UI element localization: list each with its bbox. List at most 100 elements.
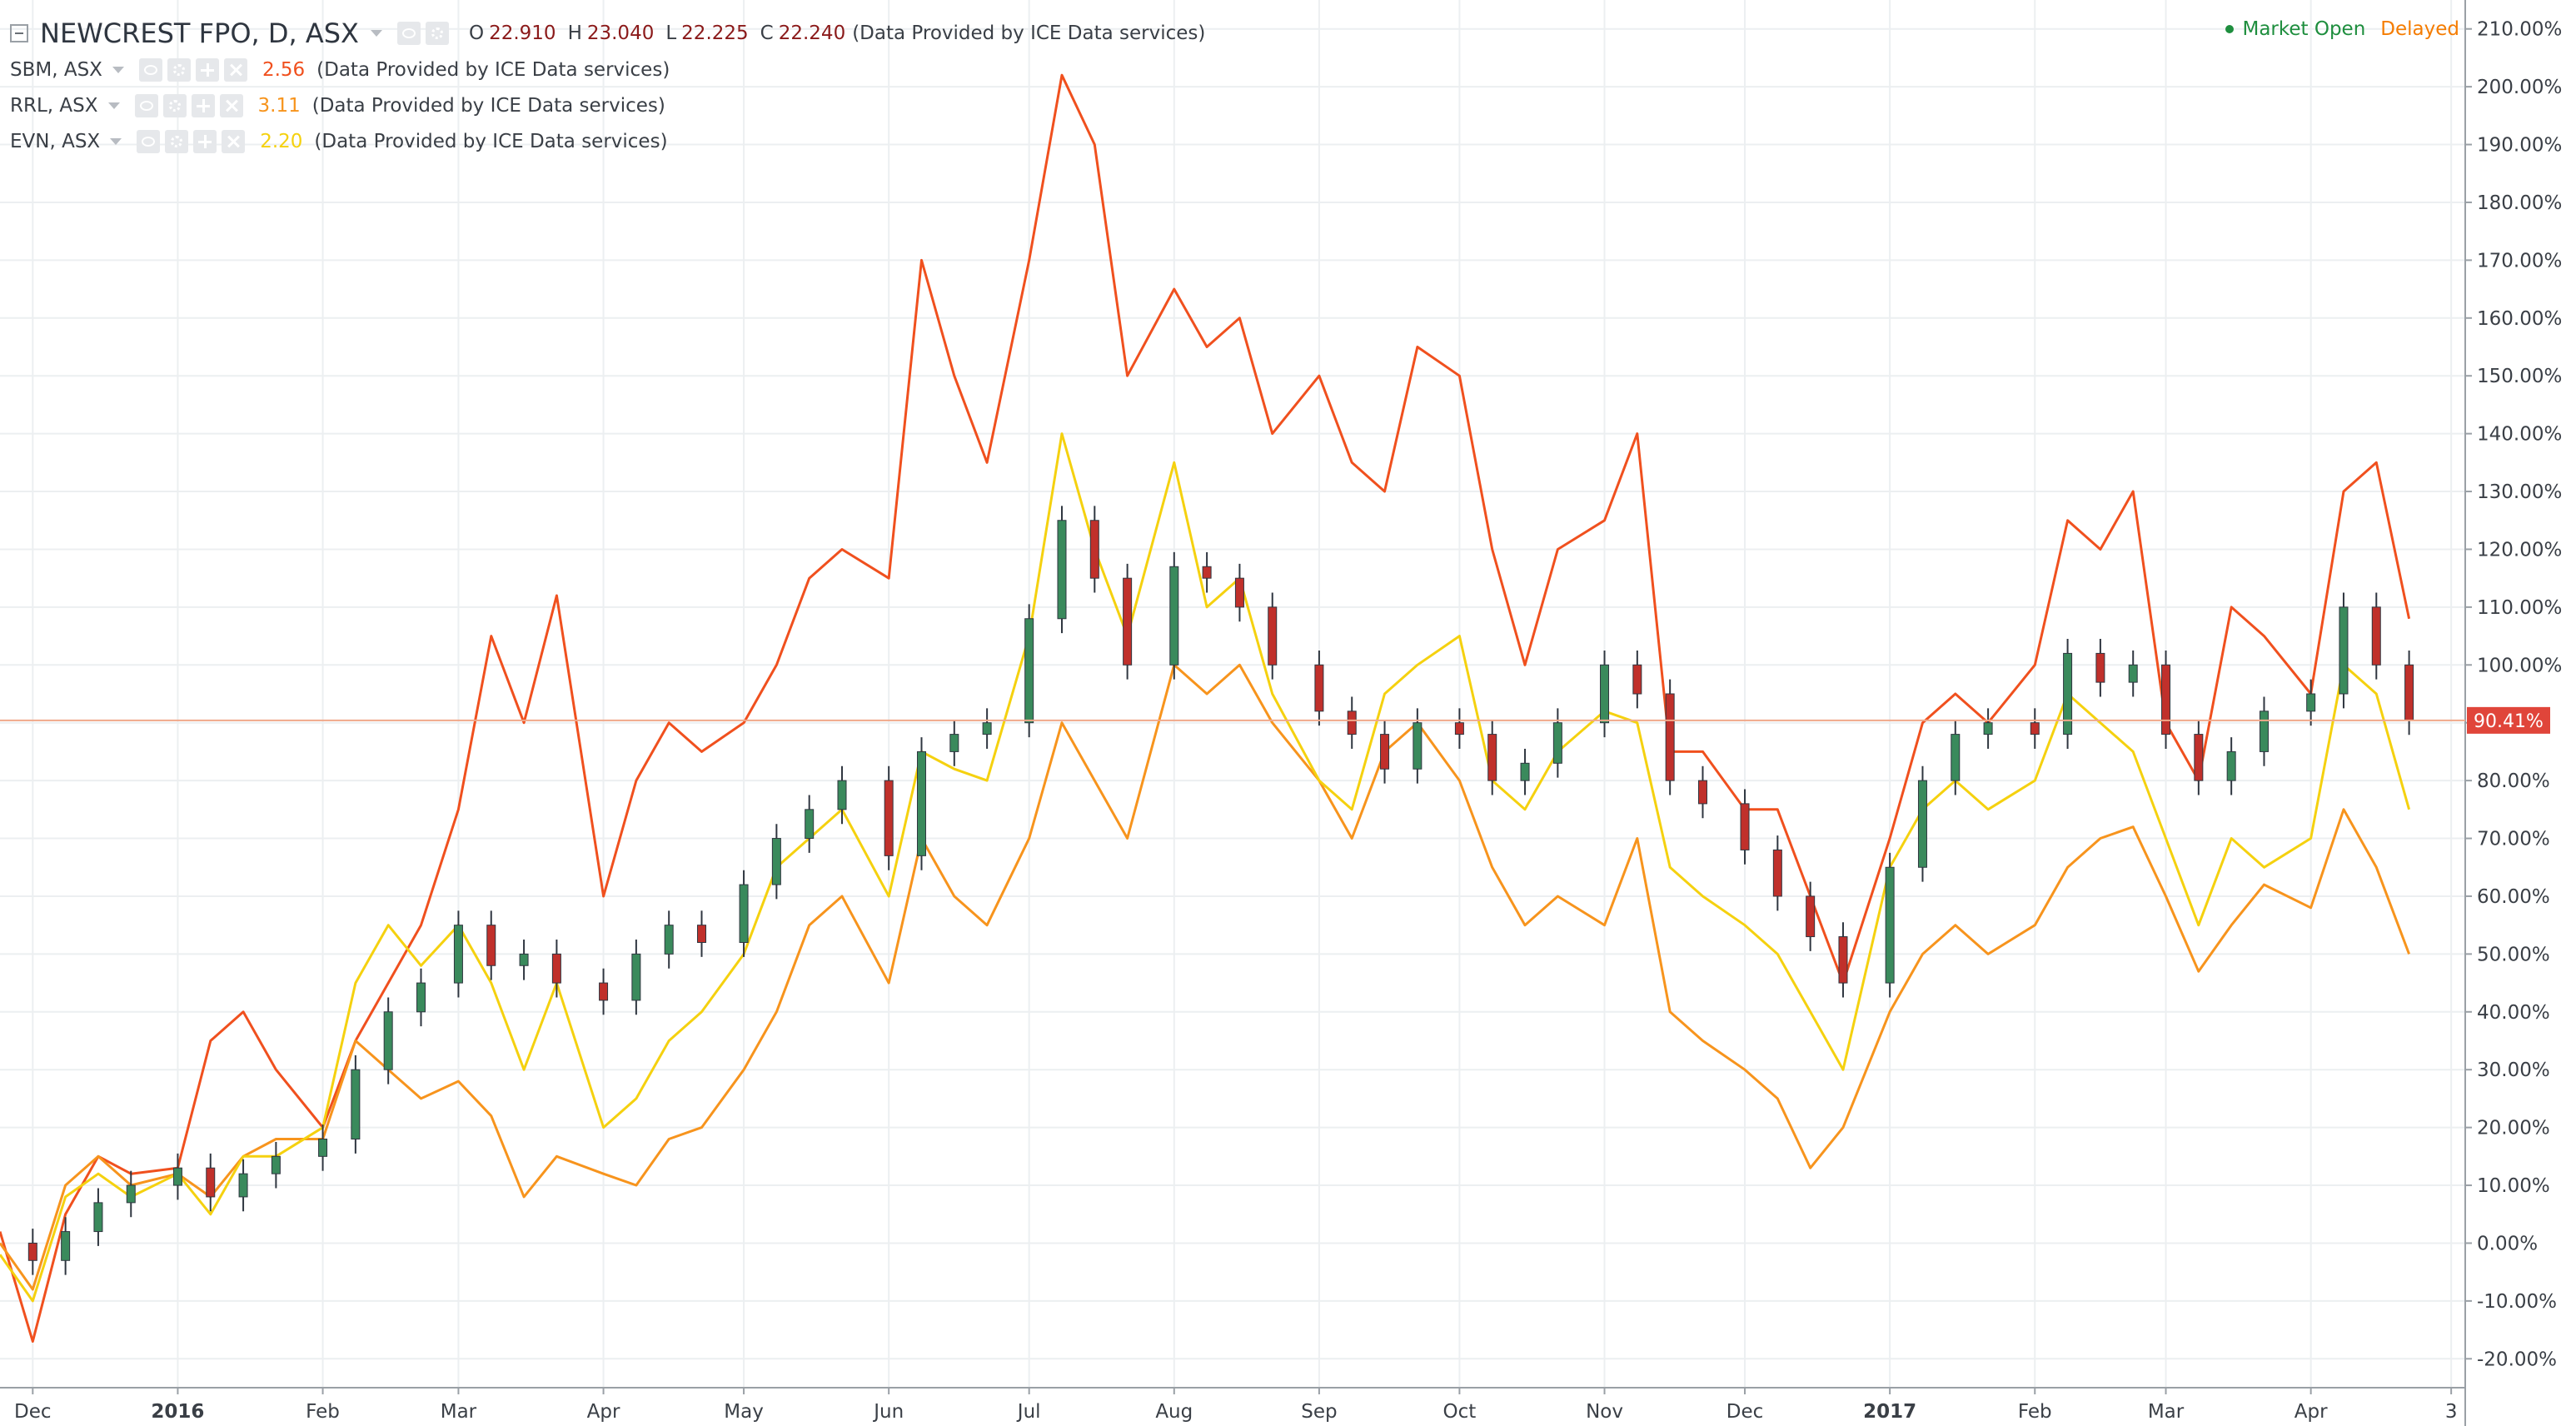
price-candle <box>1347 696 1357 749</box>
collapse-icon[interactable] <box>10 24 28 42</box>
time-tick-label: Mar <box>441 1401 477 1423</box>
price-candle <box>1057 506 1067 634</box>
price-tick-label: 200.00% <box>2477 77 2562 98</box>
price-candle <box>1268 592 1278 680</box>
price-candle <box>1917 765 1927 882</box>
gear-icon[interactable] <box>162 94 187 117</box>
time-tick-label: Jul <box>1016 1401 1041 1423</box>
price-candle <box>1665 679 1675 795</box>
gear-icon[interactable] <box>165 130 189 153</box>
chevron-down-icon[interactable] <box>110 138 122 145</box>
ohlc-close-value: 22.240 <box>778 22 846 44</box>
price-candle <box>1600 650 1610 738</box>
price-tick-label: 100.00% <box>2477 655 2562 676</box>
price-candle <box>2259 696 2269 766</box>
comparison-symbol[interactable]: RRL, ASX <box>10 95 98 117</box>
price-tick-label: 160.00% <box>2477 308 2562 330</box>
comparison-legend-evn: EVN, ASX 2.20 (Data Provided by ICE Data… <box>10 125 668 158</box>
eye-icon[interactable] <box>138 58 162 82</box>
provider-note: (Data Provided by ICE Data services) <box>316 59 670 81</box>
eye-icon[interactable] <box>134 94 158 117</box>
time-tick-label: Oct <box>1443 1401 1477 1423</box>
price-candle <box>206 1153 216 1212</box>
provider-note: (Data Provided by ICE Data services) <box>314 131 668 152</box>
price-candle <box>664 910 674 969</box>
comparison-legend-rrl: RRL, ASX 3.11 (Data Provided by ICE Data… <box>10 89 665 122</box>
plus-icon[interactable] <box>191 94 215 117</box>
price-candle <box>1234 563 1244 622</box>
price-candle <box>631 940 641 1015</box>
series-line-sbm[interactable] <box>0 73 2411 1343</box>
eye-icon[interactable] <box>137 130 161 153</box>
plus-icon[interactable] <box>195 58 219 82</box>
price-candle <box>1740 789 1750 865</box>
price-tick-label: 190.00% <box>2477 135 2562 157</box>
price-tick-label: 20.00% <box>2477 1118 2550 1139</box>
chevron-down-icon[interactable] <box>112 67 124 73</box>
main-symbol-title[interactable]: NEWCREST FPO, D, ASX <box>40 17 359 49</box>
series-line-evn[interactable] <box>0 432 2411 1303</box>
price-candle <box>1169 551 1179 680</box>
comparison-buttons <box>138 58 247 82</box>
comparison-symbol[interactable]: SBM, ASX <box>10 59 102 81</box>
eye-icon[interactable] <box>396 22 421 45</box>
close-icon[interactable] <box>223 58 247 82</box>
price-candle <box>93 1188 103 1246</box>
price-tick-label: 50.00% <box>2477 944 2550 965</box>
price-candle <box>453 910 463 998</box>
price-candles <box>27 506 2414 1275</box>
comparison-legend-sbm: SBM, ASX 2.56 (Data Provided by ICE Data… <box>10 53 670 87</box>
time-axis[interactable]: Dec 2016 Feb Mar Apr May Jun Jul Aug Sep Oct Nov Dec… <box>14 1388 2457 1423</box>
comparison-symbol[interactable]: EVN, ASX <box>10 131 101 152</box>
price-candle <box>271 1141 281 1189</box>
price-candle <box>2030 708 2040 749</box>
ohlc-open-value: 22.910 <box>489 22 556 44</box>
price-candle <box>739 870 749 957</box>
close-icon[interactable] <box>222 130 246 153</box>
price-candle <box>2063 639 2073 749</box>
price-candle <box>771 824 781 900</box>
price-candle <box>61 1217 71 1275</box>
price-candle <box>805 795 815 853</box>
price-candle <box>1520 748 1530 795</box>
price-candle <box>1951 720 1961 795</box>
price-candle <box>2339 592 2349 709</box>
close-icon[interactable] <box>219 94 243 117</box>
chevron-down-icon[interactable] <box>370 30 382 37</box>
price-candle <box>519 940 529 980</box>
price-candle <box>351 1055 361 1154</box>
price-tick-label: 0.00% <box>2477 1233 2538 1254</box>
chevron-down-icon[interactable] <box>107 102 120 109</box>
last-value-badge-bg <box>2467 706 2550 734</box>
delayed-label[interactable]: Delayed <box>2380 18 2459 40</box>
comparison-value: 2.56 <box>262 59 306 81</box>
time-tick-label: Dec <box>14 1401 52 1423</box>
gear-icon[interactable] <box>425 22 449 45</box>
price-candle <box>2371 592 2381 680</box>
comparison-buttons <box>134 94 243 117</box>
price-candle <box>982 708 992 749</box>
time-tick-label: 2017 <box>1863 1401 1916 1423</box>
price-tick-label: 150.00% <box>2477 366 2562 387</box>
price-candle <box>2306 679 2316 726</box>
time-tick-label: Apr <box>587 1401 620 1423</box>
series-line-rrl[interactable] <box>0 663 2411 1291</box>
time-tick-label: Nov <box>1586 1401 1623 1423</box>
price-candle <box>2161 650 2171 749</box>
legend: NEWCREST FPO, D, ASX O 22.910 H 23.040 L… <box>0 0 2465 167</box>
time-tick-label: 2016 <box>151 1401 204 1423</box>
comparison-value: 3.11 <box>257 95 301 117</box>
price-tick-label: 110.00% <box>2477 597 2562 619</box>
price-tick-label: -10.00% <box>2477 1291 2557 1313</box>
plus-icon[interactable] <box>193 130 217 153</box>
grid-lines <box>0 0 2465 1388</box>
price-tick-label: -20.00% <box>2477 1349 2557 1370</box>
price-tick-label: 210.00% <box>2477 19 2562 41</box>
price-tick-label: 80.00% <box>2477 770 2550 792</box>
price-tick-label: 10.00% <box>2477 1175 2550 1197</box>
gear-icon[interactable] <box>167 58 191 82</box>
time-tick-label: Mar <box>2148 1401 2185 1423</box>
comparison-value: 2.20 <box>260 131 303 152</box>
